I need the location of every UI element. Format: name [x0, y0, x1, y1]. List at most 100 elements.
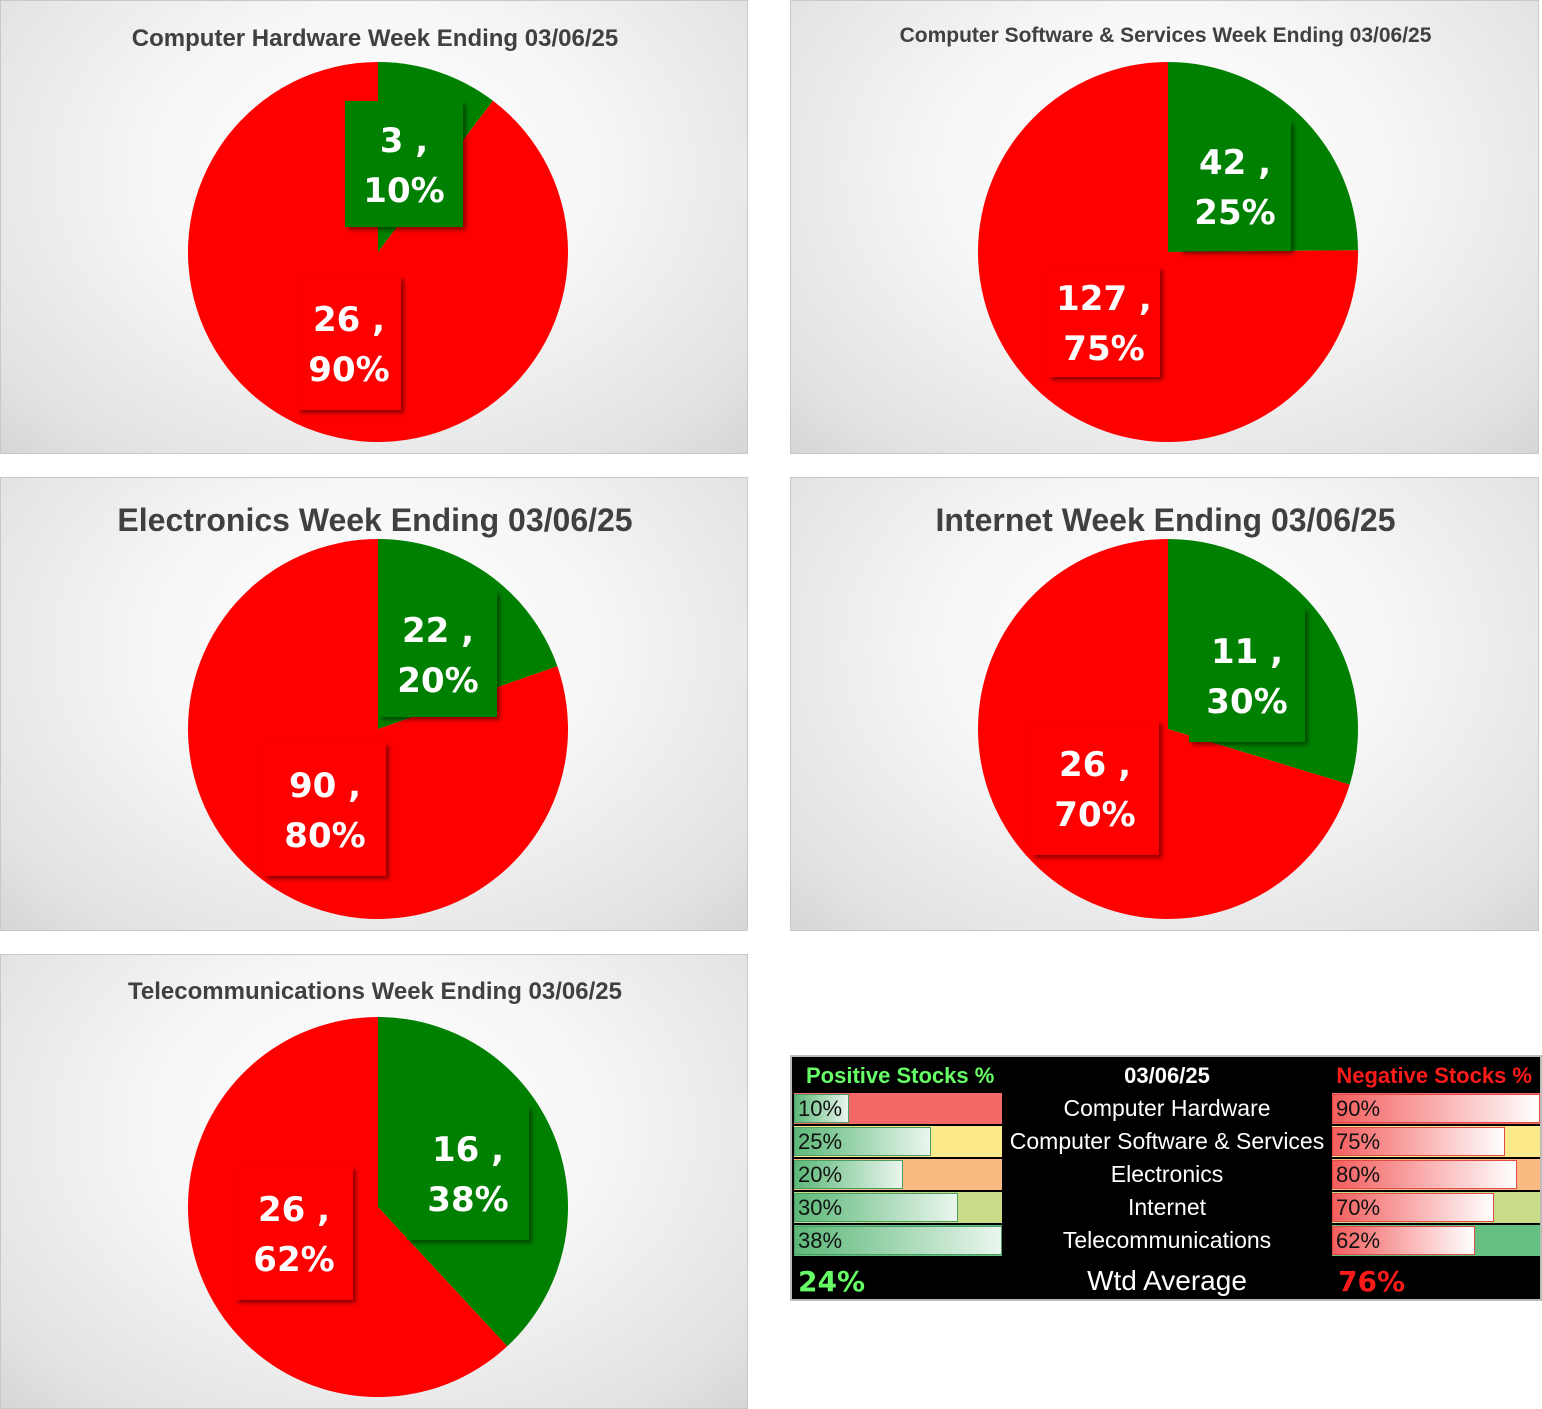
- positive-value: 30%: [798, 1195, 843, 1220]
- negative-cell: 90%: [1332, 1093, 1540, 1124]
- positive-value: 38%: [798, 1228, 843, 1253]
- negative-data-bar: [1332, 1160, 1517, 1189]
- data-label-value: 26 ,: [258, 1190, 330, 1230]
- negative-data-bar: [1332, 1127, 1505, 1156]
- summary-row-telecommunications: 38% Telecommunications 62%: [792, 1225, 1540, 1258]
- sector-label: Telecommunications: [1062, 1227, 1272, 1253]
- chart-panel-electronics: Electronics Week Ending 03/06/25 22 , 20% 9…: [0, 477, 748, 931]
- negative-value: 90%: [1336, 1096, 1381, 1121]
- data-label-percent: 62%: [253, 1240, 334, 1280]
- positive-value: 20%: [798, 1162, 843, 1187]
- pie-chart-svg: Telecommunications Week Ending 03/06/25 1…: [128, 978, 622, 1397]
- negative-value: 62%: [1336, 1228, 1381, 1253]
- data-label-positive: 3 ,10%: [345, 101, 463, 227]
- sector-label: Electronics: [1110, 1161, 1224, 1187]
- data-label-positive: 16 , 38%: [407, 1106, 529, 1240]
- pie-chart-svg: Computer Software & Services Week Ending…: [900, 24, 1432, 442]
- data-label-percent: 20%: [397, 661, 478, 701]
- chart-panel-telecommunications: Telecommunications Week Ending 03/06/25 1…: [0, 954, 748, 1409]
- positive-cell: 25%: [794, 1126, 1002, 1157]
- data-label-box: [1179, 121, 1291, 251]
- negative-cell: 70%: [1332, 1192, 1540, 1223]
- data-label-value: 90 ,: [289, 766, 361, 806]
- data-label-value: 127 ,: [1056, 279, 1152, 319]
- data-label-percent: 70%: [1054, 795, 1135, 835]
- positive-average: 24%: [798, 1265, 866, 1298]
- data-label-box: [297, 276, 401, 410]
- positive-data-bar: [794, 1160, 903, 1189]
- sector-label: Computer Hardware: [1063, 1095, 1271, 1121]
- negative-header: Negative Stocks %: [1336, 1063, 1532, 1088]
- summary-table: Positive Stocks % 03/06/25 Negative Stoc…: [790, 1055, 1542, 1301]
- sector-label: Computer Software & Services: [1009, 1128, 1325, 1154]
- positive-value: 25%: [798, 1129, 843, 1154]
- data-label-negative: 127 , 75%: [1048, 267, 1160, 377]
- data-label-value: 42 ,: [1199, 143, 1271, 183]
- negative-data-bar: [1332, 1226, 1475, 1255]
- negative-cell: 62%: [1332, 1225, 1540, 1256]
- chart-panel-computer-hardware: Computer Hardware Week Ending 03/06/25 3 …: [0, 0, 748, 454]
- date-header: 03/06/25: [1124, 1063, 1210, 1088]
- chart-title: Internet Week Ending 03/06/25: [935, 502, 1395, 538]
- data-label-negative: 26 , 70%: [1031, 721, 1159, 855]
- pie-chart-svg: Computer Hardware Week Ending 03/06/25 3 …: [132, 25, 618, 443]
- negative-value: 75%: [1336, 1129, 1381, 1154]
- chart-title: Electronics Week Ending 03/06/25: [117, 502, 632, 538]
- data-label-percent: 75%: [1063, 329, 1144, 369]
- pie-chart-svg: Electronics Week Ending 03/06/25 22 , 20% 9…: [117, 502, 633, 919]
- data-label-box: [379, 591, 497, 717]
- data-label-box: [235, 1166, 353, 1300]
- chart-title: Telecommunications Week Ending 03/06/25: [128, 978, 622, 1005]
- summary-row-computer-software-and-services: 25% Computer Software & Services 75%: [792, 1126, 1540, 1159]
- negative-data-bar: [1332, 1193, 1494, 1222]
- pie-slice-negative: [188, 62, 569, 443]
- data-label-percent: 38%: [427, 1180, 508, 1220]
- data-label-box: [1031, 721, 1159, 855]
- negative-data-bar: [1332, 1094, 1540, 1123]
- average-label: Wtd Average: [1087, 1265, 1247, 1296]
- positive-cell: 30%: [794, 1192, 1002, 1223]
- data-label-percent: 80%: [284, 816, 365, 856]
- positive-cell: 20%: [794, 1159, 1002, 1190]
- negative-cell: 75%: [1332, 1126, 1540, 1157]
- positive-cell: 10%: [794, 1093, 1002, 1124]
- summary-row-internet: 30% Internet 70%: [792, 1192, 1540, 1225]
- data-label-box: [407, 1106, 529, 1240]
- data-label-value: 22 ,: [402, 611, 474, 651]
- negative-cell: 80%: [1332, 1159, 1540, 1190]
- data-label-percent: 25%: [1194, 193, 1275, 233]
- data-label-percent: 30%: [1206, 682, 1287, 722]
- data-label-box: [345, 101, 463, 227]
- chart-panel-internet: Internet Week Ending 03/06/25 11 , 30% 26 ,…: [790, 477, 1539, 931]
- negative-average: 76%: [1338, 1265, 1406, 1298]
- data-label-positive: 22 , 20%: [379, 591, 497, 717]
- chart-title: Computer Software & Services Week Ending…: [900, 24, 1432, 47]
- positive-data-bar: [794, 1193, 958, 1222]
- data-label-positive: 11 , 30%: [1189, 608, 1305, 742]
- data-label-negative: 90 , 80%: [264, 742, 386, 876]
- data-label-box: [1048, 267, 1160, 377]
- chart-title: Computer Hardware Week Ending 03/06/25: [132, 25, 618, 52]
- data-label-percent: 10%: [363, 171, 444, 211]
- pie-chart-svg: Internet Week Ending 03/06/25 11 , 30% 26 ,…: [935, 502, 1396, 919]
- positive-value: 10%: [798, 1096, 843, 1121]
- data-label-negative: 26 , 90%: [297, 276, 401, 410]
- positive-data-bar: [794, 1094, 849, 1123]
- data-label-value: 26 ,: [313, 300, 385, 340]
- sector-label: Internet: [1128, 1194, 1206, 1220]
- data-label-value: 3 ,: [380, 121, 428, 161]
- data-label-box: [264, 742, 386, 876]
- summary-row-electronics: 20% Electronics 80%: [792, 1159, 1540, 1192]
- negative-value: 70%: [1336, 1195, 1381, 1220]
- positive-data-bar: [794, 1127, 931, 1156]
- data-label-percent: 90%: [308, 350, 389, 390]
- data-label-value: 11 ,: [1211, 632, 1283, 672]
- chart-panel-computer-software-services: Computer Software & Services Week Ending…: [790, 0, 1539, 454]
- data-label-positive: 42 , 25%: [1179, 121, 1291, 251]
- data-label-negative: 26 , 62%: [235, 1166, 353, 1300]
- positive-cell: 38%: [794, 1225, 1002, 1256]
- positive-data-bar: [794, 1226, 1002, 1255]
- data-label-value: 26 ,: [1059, 745, 1131, 785]
- positive-header: Positive Stocks %: [806, 1063, 995, 1088]
- summary-row-computer-hardware: 10% Computer Hardware 90%: [792, 1093, 1540, 1126]
